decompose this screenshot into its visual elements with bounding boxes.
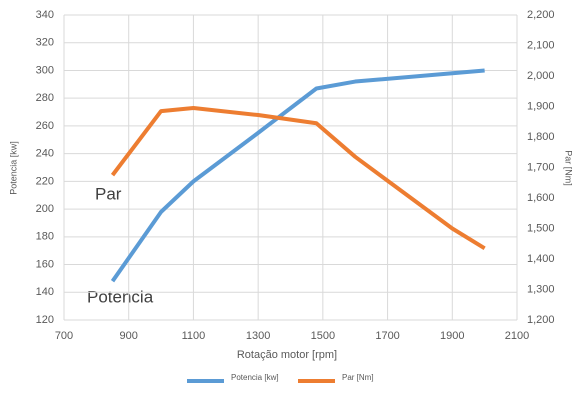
y-tick-label: 320 [36,37,54,49]
annotation: Potencia [87,287,154,306]
x-tick-label: 2100 [505,330,529,342]
y-tick-label: 160 [36,258,54,270]
x-tick-label: 1500 [311,330,335,342]
x-tick-label: 1300 [246,330,270,342]
x-tick-label: 900 [120,330,138,342]
y-tick-label: 240 [36,148,54,160]
y-tick-label: 140 [36,286,54,298]
legend-label: Par [Nm] [342,373,374,382]
y-tick-label: 280 [36,92,54,104]
annotation: Par [95,184,122,203]
y-tick-label: 260 [36,120,54,132]
y-tick-label: 200 [36,203,54,215]
y2-axis-label: Par [Nm] [564,150,574,186]
y2-tick-label: 1,400 [527,253,555,265]
x-tick-label: 1700 [375,330,399,342]
y2-tick-label: 1,900 [527,100,555,112]
x-tick-label: 1900 [440,330,464,342]
series-line [110,68,485,283]
y-tick-label: 300 [36,64,54,76]
y2-tick-label: 1,800 [527,131,555,143]
y2-tick-label: 2,000 [527,70,555,82]
y-tick-label: 220 [36,175,54,187]
y2-tick-label: 1,200 [527,314,555,326]
series-line [110,106,486,251]
y2-tick-label: 1,300 [527,283,555,295]
x-tick-label: 1100 [182,330,206,342]
x-tick-label: 700 [55,330,73,342]
y-tick-label: 120 [36,314,54,326]
y2-tick-label: 1,500 [527,222,555,234]
y2-tick-label: 2,100 [527,39,555,51]
y2-tick-label: 1,600 [527,192,555,204]
y-axis-label: Potencia [kw] [8,141,18,195]
legend-label: Potencia [kw] [231,373,279,382]
y-tick-label: 340 [36,9,54,21]
y2-tick-label: 1,700 [527,161,555,173]
y2-tick-label: 2,200 [527,9,555,21]
y-tick-label: 180 [36,231,54,243]
x-axis-label: Rotação motor [rpm] [237,349,337,361]
